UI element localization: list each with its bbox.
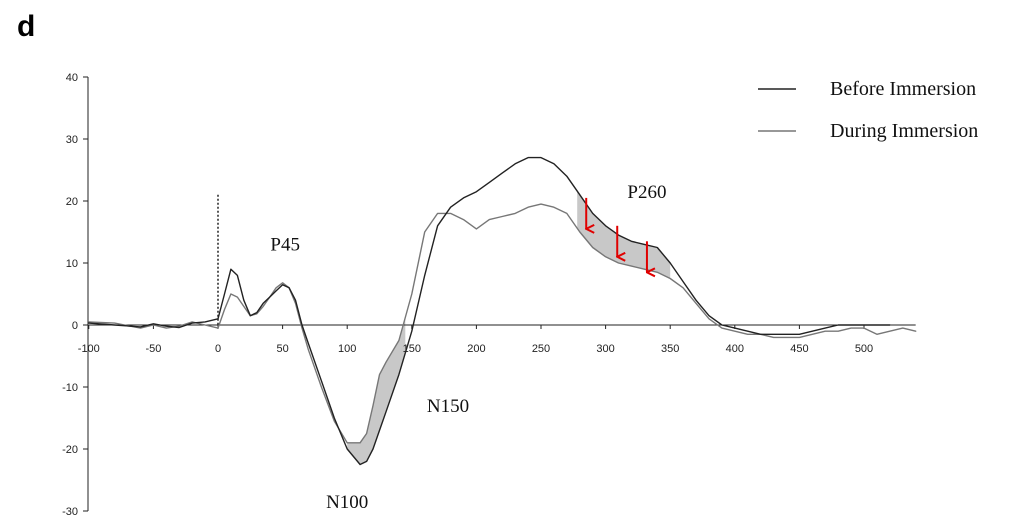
- y-tick-label: 40: [66, 72, 78, 84]
- x-tick-label: -100: [78, 343, 100, 355]
- x-tick-label: 250: [532, 343, 550, 355]
- x-tick-label: 300: [596, 343, 614, 355]
- panel-label: d: [17, 10, 35, 43]
- shaded-difference-regions: [347, 191, 671, 465]
- legend-label: Before Immersion: [830, 78, 976, 100]
- x-tick-label: 400: [726, 343, 744, 355]
- series-line-before-immersion: [88, 156, 891, 466]
- y-tick-label: 20: [66, 196, 78, 208]
- x-tick-label: 350: [661, 343, 679, 355]
- x-tick-label: 500: [855, 343, 873, 355]
- x-tick-label: -50: [145, 343, 161, 355]
- y-tick-label: 10: [66, 258, 78, 270]
- shaded-region: [577, 191, 671, 279]
- component-annotations: P45 N100 N150 P260: [270, 182, 666, 513]
- series-line-during-immersion: [88, 203, 917, 444]
- y-tick-label: -30: [62, 506, 78, 518]
- x-tick-label: 50: [276, 343, 288, 355]
- y-tick-label: 30: [66, 134, 78, 146]
- y-tick-label: 0: [72, 320, 78, 332]
- legend: Before Immersion During Immersion: [758, 78, 978, 142]
- annotation-n150: N150: [427, 396, 469, 417]
- difference-arrows: [585, 197, 647, 272]
- x-tick-label: 100: [338, 343, 356, 355]
- y-tick-label: -20: [62, 444, 78, 456]
- y-tick-label: -10: [62, 382, 78, 394]
- legend-label: During Immersion: [830, 120, 978, 142]
- x-tick-label: 450: [790, 343, 808, 355]
- shaded-region: [347, 374, 380, 465]
- x-tick-label: 0: [215, 343, 221, 355]
- annotation-p260: P260: [627, 182, 666, 203]
- shaded-region: [379, 317, 406, 431]
- annotation-n100: N100: [326, 492, 368, 513]
- annotation-p45: P45: [270, 235, 300, 256]
- x-tick-label: 200: [467, 343, 485, 355]
- data-series: [88, 156, 917, 466]
